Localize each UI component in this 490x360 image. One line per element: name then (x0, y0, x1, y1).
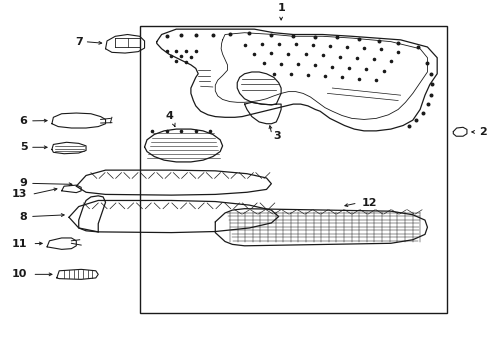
Point (172, 48, 180, 53)
Polygon shape (157, 29, 437, 131)
Bar (140, 26, 447, 313)
Point (360, 45, 368, 51)
Polygon shape (145, 129, 222, 162)
Point (268, 50, 275, 56)
Point (192, 128, 200, 134)
Point (285, 51, 293, 57)
Point (424, 101, 432, 107)
Point (182, 48, 190, 53)
Text: 13: 13 (12, 189, 27, 199)
Point (192, 32, 200, 38)
Point (394, 49, 402, 54)
Text: 7: 7 (75, 37, 83, 47)
Point (427, 71, 435, 77)
Point (163, 33, 171, 39)
Point (423, 60, 431, 66)
Point (292, 42, 300, 48)
Point (387, 58, 395, 64)
Point (275, 41, 283, 47)
Point (177, 128, 185, 134)
Point (168, 53, 175, 59)
Point (353, 55, 361, 61)
Point (260, 60, 268, 66)
Point (418, 110, 426, 116)
Text: 10: 10 (12, 269, 27, 279)
Point (370, 57, 378, 62)
Point (177, 53, 185, 59)
Point (311, 34, 319, 40)
Point (336, 54, 343, 59)
Text: 1: 1 (277, 3, 285, 13)
Polygon shape (76, 170, 271, 195)
Polygon shape (47, 238, 76, 249)
Point (250, 51, 258, 57)
Polygon shape (105, 35, 145, 53)
Point (241, 42, 248, 48)
Point (172, 58, 180, 64)
Point (277, 61, 285, 67)
Text: 6: 6 (20, 116, 27, 126)
Point (363, 67, 370, 72)
Point (206, 128, 214, 134)
Polygon shape (79, 196, 105, 232)
Point (287, 72, 295, 77)
Point (355, 76, 363, 82)
Point (345, 65, 353, 71)
Text: 12: 12 (362, 198, 377, 208)
Text: 11: 11 (12, 239, 27, 249)
Point (309, 42, 317, 48)
Point (355, 36, 363, 42)
Point (258, 42, 266, 48)
Point (226, 31, 234, 37)
Point (163, 128, 171, 134)
Point (304, 72, 312, 78)
Text: 3: 3 (274, 131, 281, 141)
Point (270, 71, 278, 77)
Point (328, 64, 336, 69)
Point (301, 51, 309, 57)
Point (182, 59, 190, 65)
Point (377, 46, 385, 52)
Point (338, 75, 346, 80)
Point (405, 123, 413, 129)
Point (380, 68, 388, 74)
Polygon shape (52, 113, 105, 128)
Point (209, 32, 217, 37)
Point (318, 52, 326, 58)
Point (177, 32, 185, 38)
Text: 9: 9 (20, 178, 27, 188)
Point (428, 82, 436, 87)
Polygon shape (57, 269, 98, 279)
Polygon shape (453, 127, 467, 136)
Point (372, 77, 380, 83)
Point (148, 128, 156, 134)
Point (245, 31, 253, 36)
Point (394, 41, 402, 46)
Point (187, 54, 195, 59)
Text: 5: 5 (20, 142, 27, 152)
Polygon shape (215, 209, 427, 246)
Point (414, 44, 421, 50)
Point (294, 62, 302, 67)
Text: 4: 4 (165, 111, 173, 121)
Polygon shape (62, 185, 81, 193)
Text: 2: 2 (480, 127, 488, 137)
Polygon shape (245, 102, 281, 124)
Point (427, 92, 435, 98)
Point (321, 73, 329, 79)
Point (268, 32, 275, 37)
Text: 8: 8 (20, 212, 27, 221)
Point (192, 48, 200, 54)
Point (290, 33, 297, 39)
Polygon shape (52, 142, 86, 154)
Polygon shape (237, 72, 281, 105)
Point (333, 35, 341, 40)
Point (326, 43, 334, 49)
Polygon shape (69, 201, 279, 233)
Point (412, 117, 420, 123)
Point (375, 38, 383, 44)
Point (343, 44, 351, 50)
Point (311, 62, 319, 68)
Point (163, 48, 171, 53)
